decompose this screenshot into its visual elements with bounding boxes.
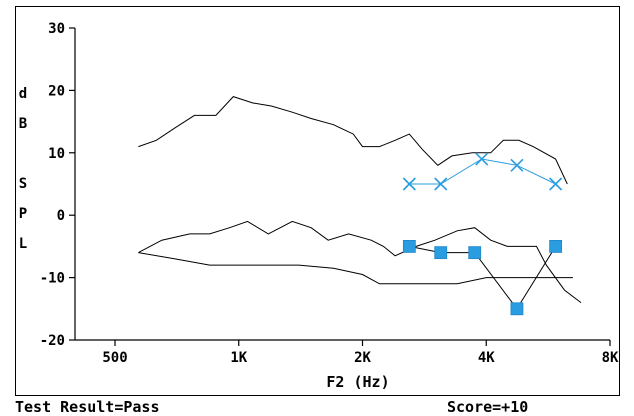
upper-norm-line (138, 96, 568, 185)
series-layer (138, 96, 582, 316)
noise-marker (549, 177, 563, 191)
x-tick-label: 2K (354, 350, 371, 366)
test-result-text: Test Result=Pass (15, 398, 160, 416)
lower-norm-line (138, 220, 582, 303)
x-tick-label: 4K (478, 350, 495, 366)
x-tick-label: 1K (230, 350, 247, 366)
score-text: Score=+10 (447, 398, 529, 416)
chart-frame (15, 6, 620, 396)
y-axis-title-letter: P (19, 206, 27, 222)
response-marker (402, 239, 416, 253)
noise-line-line (409, 158, 556, 185)
y-tick-label: -10 (40, 271, 65, 287)
y-tick-label: 10 (48, 146, 65, 162)
y-tick-label: -20 (40, 333, 65, 349)
noise-marker (475, 152, 489, 166)
response-marker (549, 239, 563, 253)
x-tick-label: 8K (602, 350, 619, 366)
y-axis-title: dB SPL (19, 86, 27, 252)
y-axis-title-letter: L (19, 236, 27, 252)
ticks: 30 20 10 0 -10 -20 500 1K 2K 4K 8K (40, 21, 619, 366)
y-tick-label: 30 (48, 21, 65, 37)
response-marker (434, 246, 448, 260)
y-tick-label: 0 (57, 208, 65, 224)
x-tick-label: 500 (102, 350, 127, 366)
response-marker (510, 302, 524, 316)
y-axis-title-letter: S (19, 176, 27, 192)
y-tick-label: 20 (48, 83, 65, 99)
x-axis-title: F2 (Hz) (326, 373, 389, 391)
noise-floor-line (138, 252, 573, 285)
noise-marker (434, 177, 448, 191)
response-marker (468, 246, 482, 260)
noise-marker (510, 158, 524, 172)
y-axis-title-letter: B (19, 116, 27, 132)
y-axis-title-letter: d (19, 86, 27, 102)
noise-marker (402, 177, 416, 191)
axes (74, 28, 610, 341)
